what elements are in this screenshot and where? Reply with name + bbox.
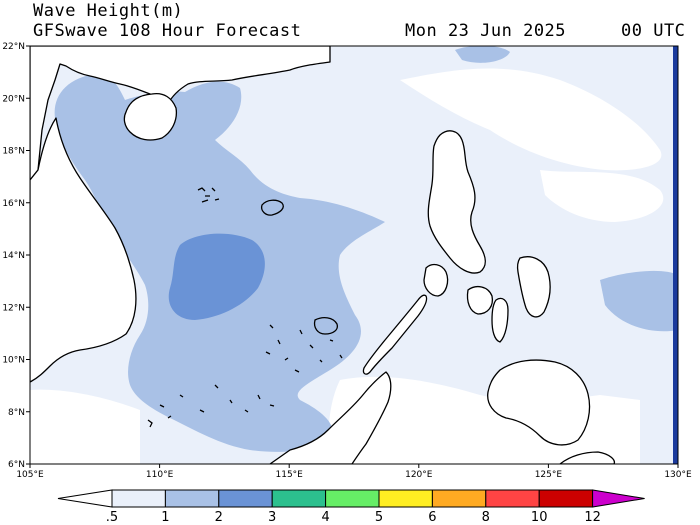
wave-band-2-3m <box>168 233 265 320</box>
lon-tick-label: 120°E <box>405 470 433 480</box>
coast-borneo <box>269 371 392 464</box>
chart-subtitle: GFSwave 108 Hour Forecast <box>33 21 302 41</box>
colorbar-segment <box>325 489 380 508</box>
colorbar-under-triangle <box>57 489 113 508</box>
forecast-time: 00 UTC <box>621 21 686 41</box>
colorbar-segment <box>538 489 594 508</box>
map-field <box>30 46 678 464</box>
lat-tick-label: 6°N <box>8 460 25 470</box>
coast-indochina <box>30 117 137 383</box>
lat-tick-label: 12°N <box>2 303 25 313</box>
island-luzon <box>427 130 486 274</box>
colorbar-label: 8 <box>482 510 490 525</box>
wave-band-1-2m-north <box>455 46 510 63</box>
lat-tick-label: 10°N <box>2 356 25 366</box>
colorbar-over-triangle <box>592 489 645 508</box>
calm-zone-gulf-thailand <box>30 389 140 464</box>
calm-zone-east <box>540 170 664 222</box>
colorbar-label: 3 <box>268 510 276 525</box>
lon-tick-label: 105°E <box>16 470 44 480</box>
forecast-date: Mon 23 Jun 2025 <box>405 21 567 41</box>
island-mindanao <box>487 359 591 446</box>
land-masses <box>30 46 616 464</box>
island-natuna <box>147 419 153 428</box>
coast-sulawesi <box>559 451 616 464</box>
colorbar-segment <box>431 489 487 508</box>
colorbar: .5 1 2 3 4 5 6 8 10 12 <box>57 489 645 525</box>
island-spratlys-3 <box>313 317 339 335</box>
lat-tick-label: 16°N <box>2 199 25 209</box>
colorbar-label: 2 <box>215 510 223 525</box>
lon-tick-label: 115°E <box>276 470 304 480</box>
lon-tick-label: 125°E <box>535 470 563 480</box>
island-mindoro <box>423 263 449 297</box>
lat-tick-label: 22°N <box>2 42 25 52</box>
colorbar-label: 4 <box>321 510 329 525</box>
colorbar-segment <box>378 489 433 508</box>
lat-tick-label: 8°N <box>8 408 25 418</box>
colorbar-label: 5 <box>375 510 383 525</box>
small-islands <box>147 187 343 428</box>
colorbar-segment <box>485 489 540 508</box>
island-panay <box>466 285 494 315</box>
colorbar-label: 12 <box>584 510 601 525</box>
island-spratlys-2 <box>159 384 275 419</box>
colorbar-label: .5 <box>106 510 118 525</box>
lat-tick-label: 20°N <box>2 94 25 104</box>
colorbar-segment <box>164 489 220 508</box>
longitude-axis: 105°E 110°E 115°E 120°E 125°E 130°E <box>16 464 692 480</box>
island-palawan <box>362 294 428 375</box>
lon-tick-label: 130°E <box>664 470 692 480</box>
island-samar-leyte <box>516 256 551 318</box>
colorbar-segment <box>111 489 166 508</box>
lat-tick-label: 14°N <box>2 251 25 261</box>
colorbar-label: 1 <box>161 510 169 525</box>
calm-zone-luzon-sea <box>400 68 662 171</box>
colorbar-label: 10 <box>531 510 548 525</box>
colorbar-segment <box>218 489 273 508</box>
colorbar-label: 6 <box>428 510 436 525</box>
colorbar-segment <box>271 489 327 508</box>
lon-tick-label: 110°E <box>146 470 174 480</box>
wave-band-1-2m-se <box>600 270 678 332</box>
island-scarborough <box>260 199 284 216</box>
island-hainan <box>123 92 178 141</box>
edge-strip <box>673 46 678 464</box>
chart-title: Wave Height(m) <box>33 1 184 21</box>
latitude-axis: 22°N 20°N 18°N 16°N 14°N 12°N 10°N 8°N 6°N <box>2 42 30 470</box>
island-paracels <box>197 187 220 203</box>
island-spratlys-1 <box>265 324 343 373</box>
island-negros <box>491 297 509 343</box>
lat-tick-label: 18°N <box>2 147 25 157</box>
